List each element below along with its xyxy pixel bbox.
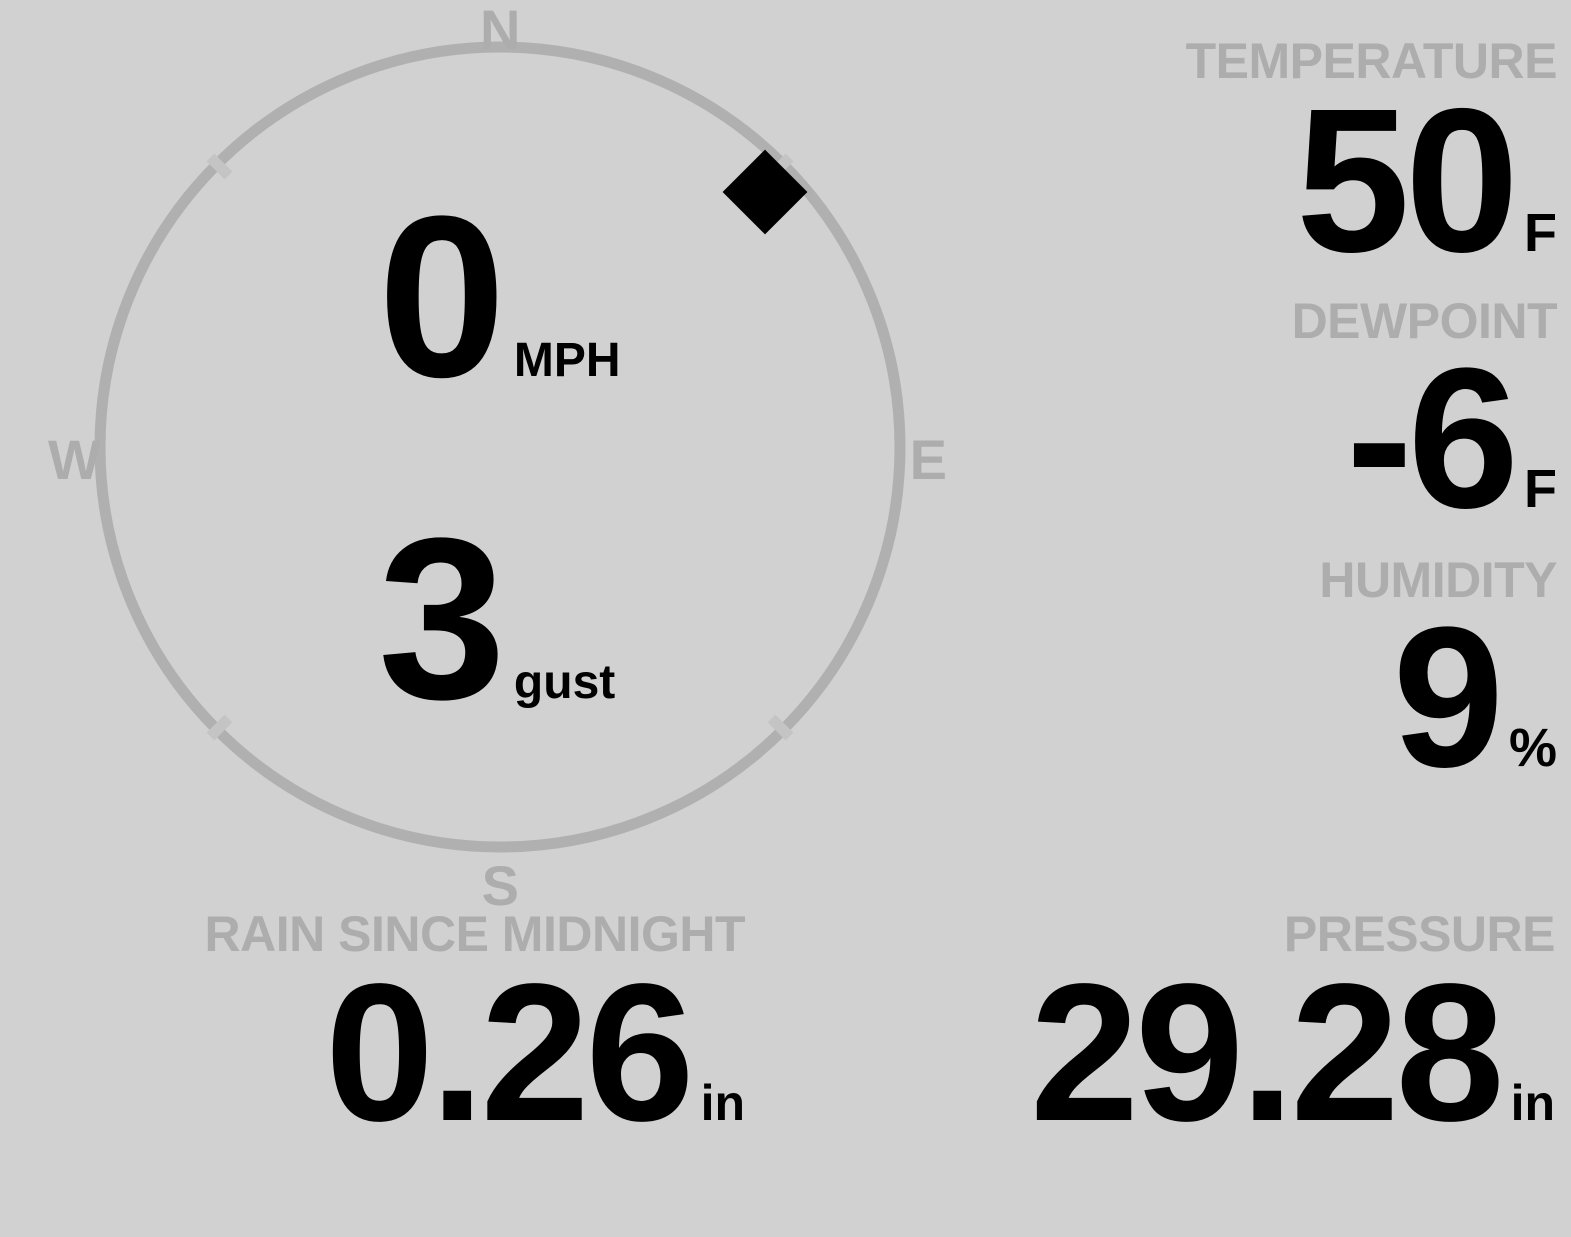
metric-humidity-unit: %: [1508, 717, 1557, 778]
compass-label-south: S: [481, 854, 519, 917]
metric-rain-since-midnight: RAIN SINCE MIDNIGHT 0.26 in: [0, 906, 746, 1162]
metric-pressure-value: 29.28: [1030, 943, 1504, 1162]
wind-gust-readout: 3 gust: [378, 490, 616, 747]
metric-temperature-label: TEMPERATURE: [1185, 33, 1558, 89]
metric-pressure-unit: in: [1510, 1075, 1555, 1131]
metric-dewpoint: DEWPOINT -6 F: [997, 292, 1558, 550]
metric-dewpoint-value-row: -6 F: [997, 326, 1557, 550]
metric-humidity-value-row: 9 %: [997, 585, 1557, 809]
wind-gust-value: 3: [378, 490, 506, 747]
metric-dewpoint-label: DEWPOINT: [1291, 292, 1558, 349]
metric-rain-unit: in: [700, 1075, 745, 1131]
compass-label-west: W: [48, 428, 101, 491]
metrics-column: TEMPERATURE 50 F DEWPOINT -6 F HUMIDITY …: [997, 33, 1558, 809]
wind-compass-panel: N E S W 0 MPH 3 gust: [0, 0, 1000, 920]
compass-label-east: E: [909, 428, 947, 491]
metric-temperature-value-row: 50 F: [997, 66, 1557, 295]
metric-temperature: TEMPERATURE 50 F: [997, 33, 1558, 295]
wind-speed-value: 0: [378, 168, 506, 425]
metric-dewpoint-value: -6: [1346, 326, 1519, 550]
compass-label-north: N: [480, 0, 520, 61]
compass-dial-icon: [94, 41, 906, 853]
wind-speed-unit: MPH: [513, 334, 621, 387]
metric-humidity-value: 9: [1392, 585, 1504, 809]
metric-dewpoint-unit: F: [1524, 458, 1557, 519]
bottom-metrics-row: RAIN SINCE MIDNIGHT 0.26 in PRESSURE 29.…: [0, 909, 1571, 1151]
metric-temperature-value: 50: [1295, 66, 1519, 295]
metric-rain-value: 0.26: [325, 943, 694, 1162]
metric-pressure-label: PRESSURE: [1283, 906, 1556, 962]
metric-rain-value-row: 0.26 in: [0, 943, 745, 1162]
metric-humidity-label: HUMIDITY: [1319, 551, 1557, 608]
metric-humidity: HUMIDITY 9 %: [997, 551, 1557, 809]
metric-pressure: PRESSURE 29.28 in: [760, 906, 1556, 1162]
wind-gust-unit: gust: [513, 656, 616, 709]
metric-rain-label: RAIN SINCE MIDNIGHT: [204, 906, 746, 962]
wind-speed-readout: 0 MPH: [378, 168, 621, 425]
metric-pressure-value-row: 29.28 in: [760, 943, 1555, 1162]
metric-temperature-unit: F: [1524, 203, 1557, 263]
